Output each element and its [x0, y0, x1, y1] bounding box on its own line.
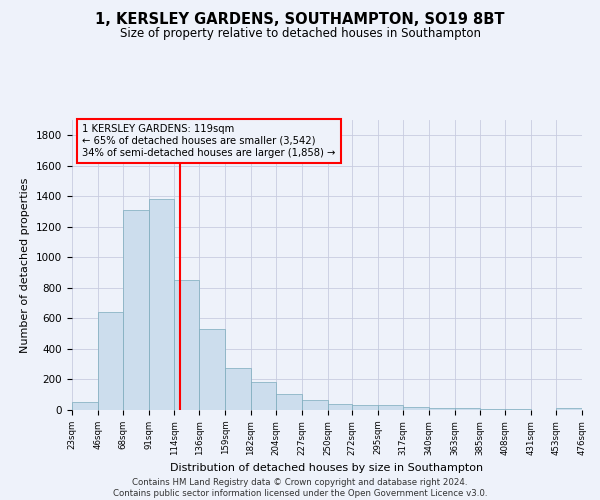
- Bar: [175, 280, 199, 410]
- Bar: [122, 210, 149, 410]
- Bar: [556, 408, 582, 410]
- Text: Contains HM Land Registry data © Crown copyright and database right 2024.
Contai: Contains HM Land Registry data © Crown c…: [113, 478, 487, 498]
- Bar: [403, 407, 429, 410]
- Bar: [505, 409, 532, 410]
- Text: Size of property relative to detached houses in Southampton: Size of property relative to detached ho…: [119, 28, 481, 40]
- Y-axis label: Number of detached properties: Number of detached properties: [20, 178, 31, 352]
- Text: 1 KERSLEY GARDENS: 119sqm
← 65% of detached houses are smaller (3,542)
34% of se: 1 KERSLEY GARDENS: 119sqm ← 65% of detac…: [82, 124, 335, 158]
- Bar: [302, 400, 328, 410]
- Bar: [251, 382, 276, 410]
- Bar: [225, 368, 251, 410]
- Bar: [199, 329, 225, 410]
- Bar: [352, 404, 378, 410]
- Bar: [72, 402, 98, 410]
- Bar: [378, 406, 403, 410]
- Bar: [429, 408, 455, 410]
- Bar: [149, 200, 175, 410]
- X-axis label: Distribution of detached houses by size in Southampton: Distribution of detached houses by size …: [170, 463, 484, 473]
- Bar: [455, 408, 479, 410]
- Bar: [328, 404, 352, 410]
- Bar: [479, 409, 505, 410]
- Text: 1, KERSLEY GARDENS, SOUTHAMPTON, SO19 8BT: 1, KERSLEY GARDENS, SOUTHAMPTON, SO19 8B…: [95, 12, 505, 28]
- Bar: [276, 394, 302, 410]
- Bar: [98, 312, 122, 410]
